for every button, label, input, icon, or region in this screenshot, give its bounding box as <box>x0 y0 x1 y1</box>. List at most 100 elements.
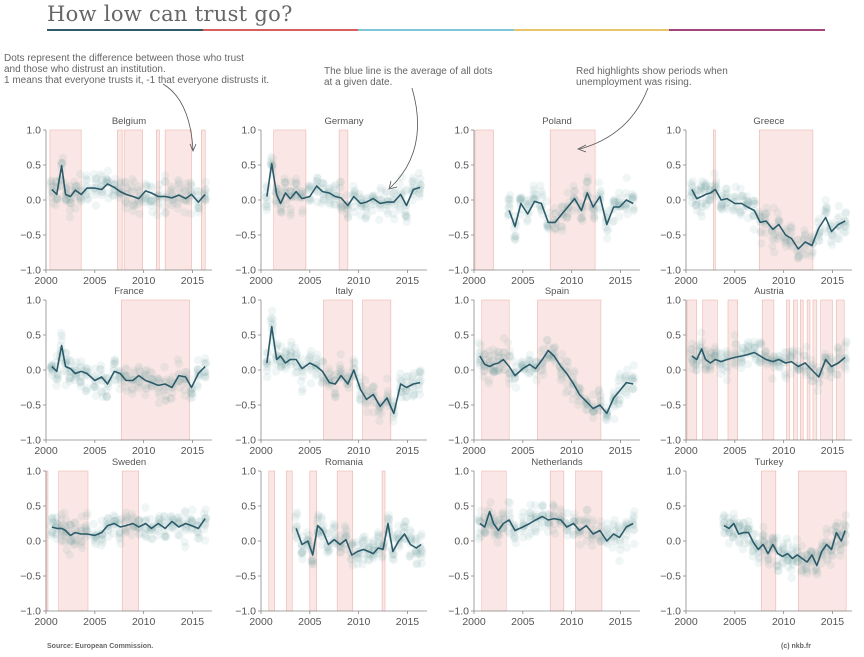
institution-dot <box>161 532 170 542</box>
institution-dot <box>317 356 326 365</box>
institution-dot <box>576 208 586 217</box>
institution-dot <box>564 208 573 218</box>
institution-dot <box>262 192 271 201</box>
institution-dot <box>160 177 170 186</box>
institution-dot <box>148 197 157 206</box>
institution-dot <box>277 208 286 217</box>
institution-dot <box>181 367 190 377</box>
institution-dot <box>146 514 155 524</box>
annotation-average-line: The blue line is the average of all dots… <box>324 66 493 88</box>
institution-dot <box>588 519 597 528</box>
institution-dot <box>109 190 118 200</box>
institution-dot <box>52 183 62 192</box>
title-bar-segment <box>202 29 359 31</box>
institution-dot <box>718 200 727 209</box>
institution-dot <box>808 248 817 258</box>
institution-dot <box>306 196 316 205</box>
institution-dot <box>142 365 151 374</box>
institution-dot <box>536 181 545 191</box>
institution-dot <box>801 342 811 352</box>
institution-dot <box>797 541 807 551</box>
institution-dot <box>361 213 370 222</box>
institution-dot <box>773 234 782 244</box>
institution-dot <box>337 202 346 211</box>
institution-dot <box>729 509 739 518</box>
institution-dot <box>173 199 182 209</box>
institution-dot <box>509 224 519 233</box>
institution-dot <box>841 217 850 227</box>
institution-dot <box>706 182 716 191</box>
y-tick-label: 0.0 <box>454 365 469 377</box>
institution-dot <box>515 194 525 203</box>
y-tick-label: 0.5 <box>26 501 41 513</box>
x-tick-label: 2015 <box>396 275 420 287</box>
institution-dot <box>182 367 192 377</box>
institution-dot <box>759 522 768 532</box>
institution-dot <box>799 233 809 243</box>
institution-dot <box>361 203 370 212</box>
y-tick-label: −1.0 <box>20 265 41 277</box>
institution-dot <box>736 184 745 194</box>
institution-dot <box>401 211 410 220</box>
institution-dot <box>166 187 176 196</box>
institution-dot <box>61 196 71 206</box>
institution-dot <box>686 179 696 188</box>
institution-dot <box>557 203 567 213</box>
institution-dot <box>114 193 124 202</box>
institution-dot <box>336 183 345 193</box>
institution-dot <box>628 384 638 393</box>
institution-dot <box>96 169 105 179</box>
institution-dot <box>523 200 533 209</box>
institution-dot <box>692 206 702 215</box>
x-tick-label: 2000 <box>34 616 58 628</box>
institution-dot <box>180 506 190 516</box>
institution-dot <box>786 236 796 245</box>
institution-dot <box>743 192 752 201</box>
x-tick-label: 2005 <box>83 616 107 628</box>
institution-dot <box>127 182 137 192</box>
institution-dot <box>122 386 131 395</box>
institution-dot <box>602 415 611 425</box>
institution-dot <box>542 197 552 206</box>
institution-dot <box>304 182 314 191</box>
institution-dot <box>109 359 119 369</box>
institution-dot <box>122 365 131 374</box>
institution-dot <box>337 202 346 211</box>
x-tick-label: 2005 <box>298 275 322 287</box>
institution-dot <box>621 189 630 198</box>
institution-dot <box>530 501 540 510</box>
institution-dot <box>721 190 731 199</box>
institution-dot <box>47 364 56 374</box>
x-tick-label: 2010 <box>560 275 584 287</box>
x-tick-label: 2010 <box>132 616 156 628</box>
institution-dot <box>110 359 119 368</box>
institution-dot <box>134 379 143 388</box>
institution-dot <box>161 193 171 202</box>
institution-dot <box>787 573 796 583</box>
institution-dot <box>563 357 572 366</box>
institution-dot <box>110 375 119 384</box>
x-tick-label: 2015 <box>181 616 205 628</box>
institution-dot <box>291 513 300 522</box>
institution-dot <box>48 181 58 191</box>
institution-dot <box>820 211 829 220</box>
institution-dot <box>72 371 81 380</box>
institution-dot <box>129 201 138 211</box>
institution-dot <box>557 226 567 235</box>
institution-dot <box>786 352 795 362</box>
institution-dot <box>504 195 514 205</box>
institution-dot <box>389 188 398 198</box>
institution-dot <box>146 197 155 206</box>
y-tick-label: 0.0 <box>666 195 681 207</box>
y-tick-label: 1.0 <box>241 125 256 137</box>
institution-dot <box>47 182 56 192</box>
institution-dot <box>511 232 520 241</box>
institution-dot <box>754 554 764 563</box>
title-bar-segment <box>513 29 670 31</box>
institution-dot <box>174 180 183 190</box>
institution-dot <box>57 160 66 169</box>
institution-dot <box>356 202 365 211</box>
